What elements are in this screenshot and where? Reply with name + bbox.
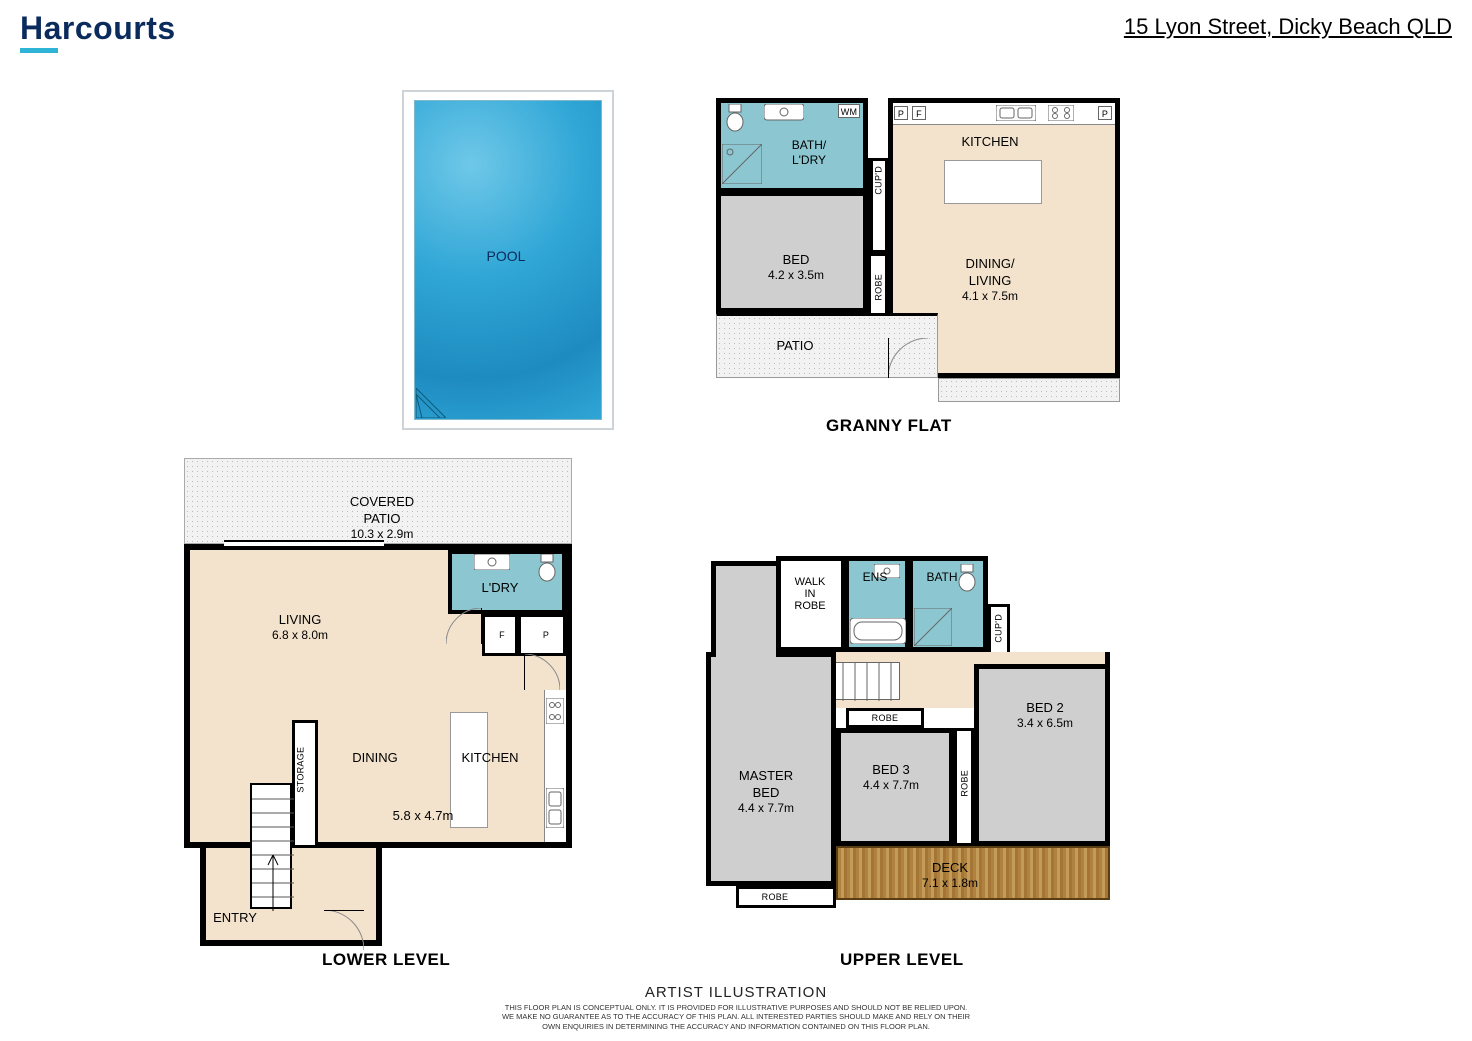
living-text: LIVING	[279, 612, 322, 627]
bed3-dim: 4.4 x 7.7m	[848, 778, 934, 793]
granny-bed-dim: 4.2 x 3.5m	[748, 268, 844, 283]
door-swing	[446, 608, 482, 644]
granny-title: GRANNY FLAT	[826, 416, 952, 436]
header: Harcourts 15 Lyon Street, Dicky Beach QL…	[0, 0, 1472, 60]
covered-patio-label: COVERED PATIO 10.3 x 2.9m	[322, 478, 442, 558]
living-label: LIVING 6.8 x 8.0m	[250, 612, 350, 643]
granny-dining-label: DINING/ LIVING 4.1 x 7.5m	[942, 240, 1038, 320]
footer-text: THIS FLOOR PLAN IS CONCEPTUAL ONLY. IT I…	[0, 1003, 1472, 1031]
granny-cupd-label: CUP'D	[873, 181, 884, 195]
deck-dim: 7.1 x 1.8m	[902, 876, 998, 891]
granny-bed-text: BED	[783, 252, 810, 267]
granny-bed-label: BED 4.2 x 3.5m	[748, 252, 844, 283]
wm-tag: WM	[838, 104, 860, 118]
brand-accent	[20, 48, 58, 53]
kitchen-dim-label: 5.8 x 4.7m	[378, 808, 468, 824]
wir-label: WALK IN ROBE	[782, 576, 838, 612]
cooktop-icon	[546, 698, 564, 724]
shower-icon	[914, 608, 952, 646]
ldry-label: L'DRY	[470, 580, 530, 596]
covered-patio-dim: 10.3 x 2.9m	[322, 527, 442, 542]
property-address: 15 Lyon Street, Dicky Beach QLD	[1124, 14, 1452, 40]
toilet-icon	[536, 554, 558, 582]
granny-robe-label: ROBE	[873, 287, 884, 301]
cooktop-icon	[1048, 105, 1074, 121]
bed2-dim: 3.4 x 6.5m	[1002, 716, 1088, 731]
bed3-label: BED 3 4.4 x 7.7m	[848, 762, 934, 793]
bed3-text: BED 3	[872, 762, 910, 777]
cupd-label: CUP'D	[993, 629, 1004, 643]
deck-label: DECK 7.1 x 1.8m	[902, 860, 998, 891]
covered-patio-text: COVERED PATIO	[350, 494, 414, 525]
f-tag: F	[912, 106, 926, 120]
granny-kitchen-label: KITCHEN	[942, 134, 1038, 150]
granny-patio-label: PATIO	[760, 338, 830, 354]
living-dim: 6.8 x 8.0m	[250, 628, 350, 643]
footer-title: ARTIST ILLUSTRATION	[0, 984, 1472, 1001]
robe-label-3: ROBE	[750, 892, 800, 903]
sink-icon	[764, 104, 804, 122]
footer: ARTIST ILLUSTRATION THIS FLOOR PLAN IS C…	[0, 984, 1472, 1031]
bed2-text: BED 2	[1026, 700, 1064, 715]
p-tag-1: P	[894, 106, 908, 120]
door-swing	[324, 910, 364, 950]
dining-label: DINING	[340, 750, 410, 766]
granny-patio-ext	[938, 378, 1120, 402]
robe-label-1: ROBE	[860, 713, 910, 724]
ens-label: ENS	[852, 570, 898, 585]
sink-icon	[546, 788, 564, 828]
kitchen-label: KITCHEN	[450, 750, 530, 766]
upper-master-top	[711, 561, 776, 657]
sink-icon	[996, 105, 1036, 121]
upper-bed2	[974, 664, 1110, 846]
robe-label-2: ROBE	[959, 783, 970, 797]
granny-island	[944, 160, 1042, 204]
upper-title: UPPER LEVEL	[840, 950, 964, 970]
deck-text: DECK	[932, 860, 968, 875]
granny-dining-text: DINING/ LIVING	[965, 256, 1014, 287]
door-swing	[524, 654, 560, 690]
master-text: MASTER BED	[739, 768, 793, 799]
lower-title: LOWER LEVEL	[322, 950, 450, 970]
storage-label: STORAGE	[295, 779, 306, 793]
brand-logo: Harcourts	[20, 10, 176, 47]
p-label: P	[538, 630, 554, 641]
toilet-icon	[724, 104, 746, 132]
door-swing	[888, 338, 928, 378]
granny-bath-label: BATH/ L'DRY	[774, 138, 844, 168]
pool-steps	[416, 388, 446, 418]
bath-label: BATH	[914, 570, 970, 585]
granny-dining-dim: 4.1 x 7.5m	[942, 289, 1038, 304]
entry-label: ENTRY	[200, 910, 270, 926]
shower-icon	[722, 144, 762, 184]
pool-label: POOL	[470, 248, 542, 266]
sink-icon	[474, 554, 510, 570]
bath-icon	[850, 618, 906, 644]
master-dim: 4.4 x 7.7m	[718, 801, 814, 816]
p-tag-2: P	[1098, 106, 1112, 120]
master-label: MASTER BED 4.4 x 7.7m	[718, 752, 814, 832]
lower-stairs	[250, 783, 292, 909]
bed2-label: BED 2 3.4 x 6.5m	[1002, 700, 1088, 731]
f-label: F	[494, 630, 510, 641]
